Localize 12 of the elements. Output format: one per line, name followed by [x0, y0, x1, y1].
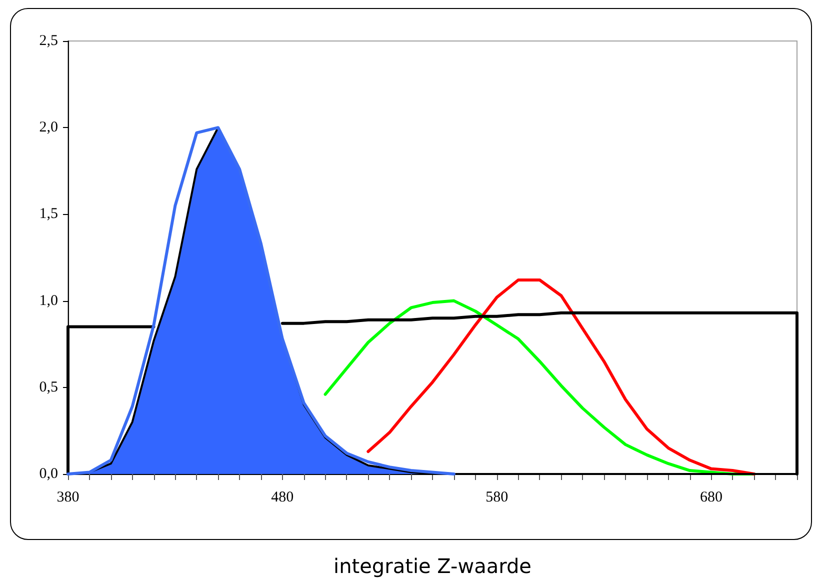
x-tick-label: 480	[271, 490, 294, 506]
y-tick-label: 0,0	[39, 466, 58, 482]
x-tick-label: 680	[700, 490, 722, 506]
x-axis-title: integratie Z-waarde	[334, 554, 532, 578]
y-tick-label: 1,0	[39, 292, 58, 309]
x-tick-label: 380	[56, 490, 80, 506]
y-tick-label: 2,5	[39, 33, 58, 49]
y-tick-label: 2,0	[39, 120, 58, 136]
y-tick-label: 1,5	[39, 206, 58, 222]
x-tick-label: 580	[486, 490, 508, 506]
y-tick-label: 0,5	[39, 379, 58, 396]
line-series	[366, 278, 756, 476]
